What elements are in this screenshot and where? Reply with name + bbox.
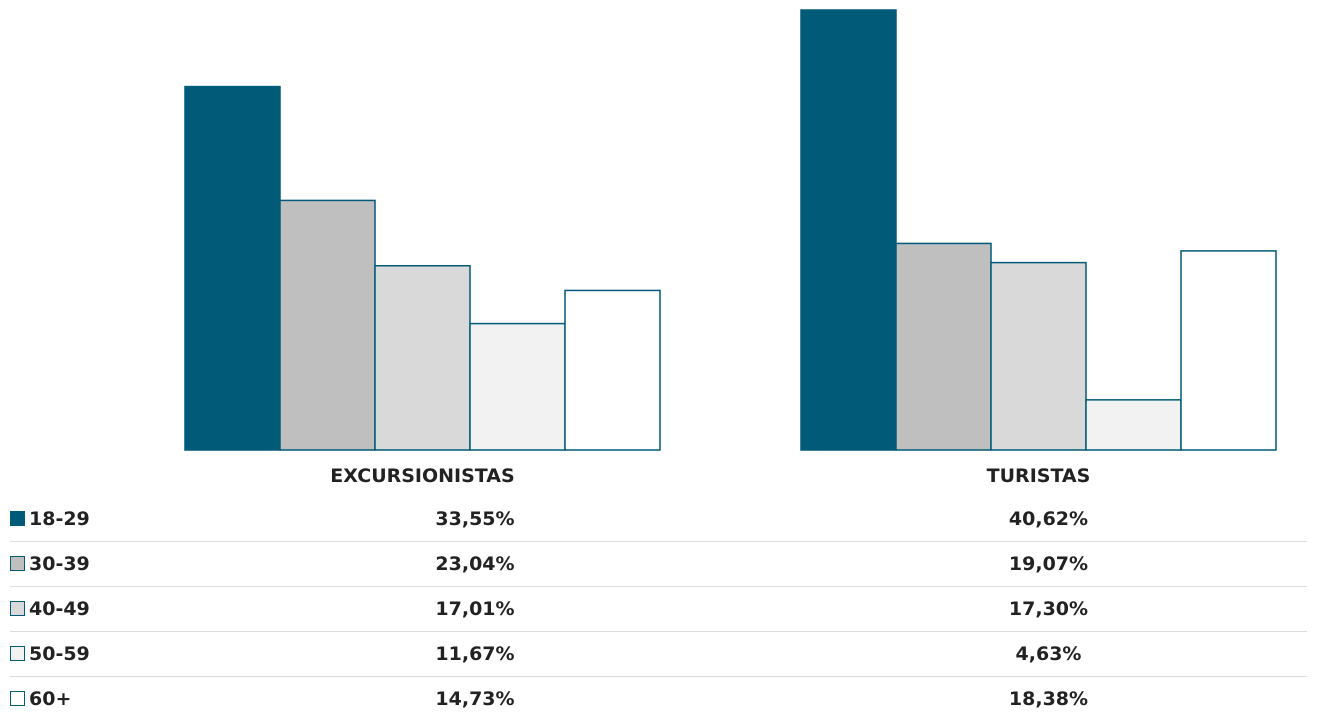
bar-30-39-turistas bbox=[896, 243, 991, 450]
table-row: 40-49 17,01%17,30% bbox=[10, 587, 1307, 632]
legend-label: 30-39 bbox=[29, 553, 90, 575]
data-label: 14,73% bbox=[160, 677, 790, 721]
legend-swatch bbox=[10, 556, 25, 571]
bar-60+-turistas bbox=[1181, 251, 1276, 450]
legend-swatch bbox=[10, 691, 25, 706]
category-label: EXCURSIONISTAS bbox=[330, 465, 514, 487]
bar-60+-excursionistas bbox=[565, 290, 660, 450]
legend-label: 18-29 bbox=[29, 508, 90, 530]
bar-18-29-excursionistas bbox=[185, 87, 280, 450]
legend-swatch bbox=[10, 601, 25, 616]
data-table: 18-29 33,55%40,62% 30-39 23,04%19,07% 40-49 1… bbox=[10, 497, 1307, 721]
table-row: 50-59 11,67%4,63% bbox=[10, 632, 1307, 677]
table-row: 18-29 33,55%40,62% bbox=[10, 497, 1307, 542]
bar-40-49-excursionistas bbox=[375, 266, 470, 450]
data-label: 17,30% bbox=[790, 587, 1307, 632]
data-label: 33,55% bbox=[160, 497, 790, 542]
data-label: 11,67% bbox=[160, 632, 790, 677]
legend-label: 40-49 bbox=[29, 598, 90, 620]
legend-entry: 50-59 bbox=[10, 632, 160, 677]
bar-chart: EXCURSIONISTAS TURISTAS bbox=[0, 0, 1335, 495]
data-label: 19,07% bbox=[790, 542, 1307, 587]
bar-group-1 bbox=[801, 10, 1276, 450]
data-label: 17,01% bbox=[160, 587, 790, 632]
bar-50-59-excursionistas bbox=[470, 324, 565, 450]
data-label: 23,04% bbox=[160, 542, 790, 587]
legend-swatch bbox=[10, 646, 25, 661]
legend-entry: 30-39 bbox=[10, 542, 160, 587]
data-label: 4,63% bbox=[790, 632, 1307, 677]
legend-swatch bbox=[10, 511, 25, 526]
legend-entry: 60+ bbox=[10, 677, 160, 721]
legend-label: 60+ bbox=[29, 688, 71, 710]
bar-18-29-turistas bbox=[801, 10, 896, 450]
bar-40-49-turistas bbox=[991, 263, 1086, 450]
data-label: 18,38% bbox=[790, 677, 1307, 721]
bar-30-39-excursionistas bbox=[280, 200, 375, 450]
bar-group-0 bbox=[185, 87, 660, 450]
category-label: TURISTAS bbox=[987, 465, 1091, 487]
legend-entry: 18-29 bbox=[10, 497, 160, 542]
legend-label: 50-59 bbox=[29, 643, 90, 665]
table-row: 30-39 23,04%19,07% bbox=[10, 542, 1307, 587]
data-label: 40,62% bbox=[790, 497, 1307, 542]
legend-entry: 40-49 bbox=[10, 587, 160, 632]
table-row: 60+ 14,73%18,38% bbox=[10, 677, 1307, 721]
bar-50-59-turistas bbox=[1086, 400, 1181, 450]
